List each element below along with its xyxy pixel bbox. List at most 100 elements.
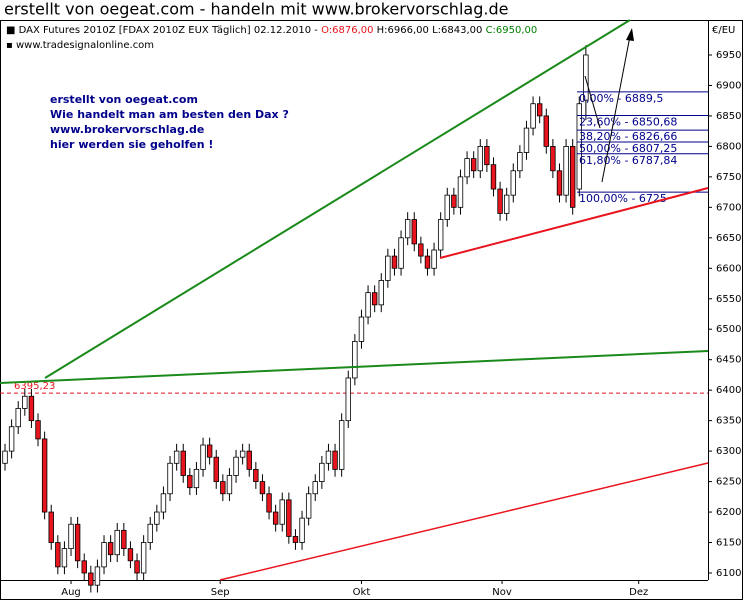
candle-body (398, 237, 404, 269)
candle-body (15, 408, 21, 428)
y-tick-label: 6250 (716, 477, 741, 488)
header-high-low: H:6966,00 L:6843,00 (373, 25, 485, 36)
candle-body (279, 499, 285, 525)
y-tick-label: 6100 (716, 568, 741, 579)
candle-body (431, 249, 437, 269)
candle-body (490, 164, 497, 190)
y-tick-label: 6550 (716, 294, 741, 305)
candle-body (81, 560, 87, 574)
candle-body (8, 426, 15, 452)
candle-body (239, 450, 246, 458)
candle-body (226, 475, 233, 495)
candle-body (470, 158, 477, 172)
plot: 6100 6150 6200 6250 6300 6350 6400 6450 6500 6550… (0, 45, 741, 598)
arrow (601, 35, 631, 183)
candle-body (134, 560, 140, 574)
subtitle-text: www.tradesignalonline.com (16, 40, 154, 51)
candle-body (576, 103, 582, 190)
header-open: O:6876,00 (321, 25, 373, 36)
candle-body (114, 529, 120, 556)
candle-body (48, 511, 54, 543)
candle-body (160, 493, 167, 513)
subtitle: ▪ www.tradesignalonline.com (6, 40, 154, 51)
candle-body (391, 255, 398, 269)
candle-body (2, 450, 8, 464)
candle-body (213, 456, 219, 482)
candle-body (305, 493, 312, 519)
candle-body (61, 548, 68, 568)
candle-body (35, 420, 41, 440)
y-tick-label: 6500 (716, 324, 741, 335)
candle-body (28, 395, 35, 422)
y-tick-label: 6450 (716, 355, 741, 366)
candle-body (272, 511, 279, 525)
chart-title: erstellt von oegeat.com - handeln mit ww… (4, 0, 508, 19)
candle-body (246, 450, 252, 470)
candle-body (88, 572, 94, 586)
y-tick-label: 6900 (716, 80, 741, 91)
candle-body (325, 450, 332, 464)
header: ■ DAX Futures 2010Z [FDAX 2010Z EUX Tägl… (6, 25, 537, 36)
y-unit: €/EU (712, 25, 735, 36)
candle-body (536, 103, 543, 117)
candle-body (543, 115, 549, 147)
candle-body (378, 280, 384, 306)
candle-body (345, 377, 351, 422)
candle-body (338, 420, 345, 470)
candle-body (503, 194, 510, 214)
candle-body (286, 499, 292, 537)
candle-body (121, 529, 127, 550)
candle-body (167, 462, 173, 495)
candle-body (259, 481, 266, 495)
arrow (584, 75, 601, 129)
x-tick-label: Dez (629, 587, 648, 598)
candle-body (563, 145, 569, 196)
candle-body (332, 450, 338, 470)
candle-body (68, 523, 74, 550)
candle-body (220, 481, 226, 495)
candle-body (530, 103, 536, 129)
fib-label: 50,00% - 6807,25 (579, 142, 677, 155)
y-tick-label: 6300 (716, 446, 741, 457)
candle-body (358, 316, 365, 342)
header-close: C:6950,00 (486, 25, 538, 36)
candle-body (444, 194, 450, 220)
candle-body (319, 462, 325, 482)
candle-body (94, 566, 101, 586)
header-instrument: DAX Futures 2010Z [FDAX 2010Z EUX Täglic… (19, 25, 321, 36)
y-tick-label: 6350 (716, 416, 741, 427)
candle-body (569, 145, 576, 208)
y-tick-label: 6150 (716, 538, 741, 549)
candle-body (180, 450, 186, 476)
candle-body (101, 542, 107, 568)
candle-body (477, 145, 483, 172)
fib-label: 38,20% - 6826,66 (579, 130, 677, 143)
candle-body (154, 511, 160, 525)
candle-body (55, 542, 61, 568)
candle-body (147, 523, 153, 543)
annotation: erstellt von oegeat.com Wie handelt man a… (50, 93, 289, 151)
x-tick-label: Aug (61, 587, 81, 598)
y-tick-label: 6850 (716, 111, 741, 122)
candle-body (404, 219, 411, 239)
candle-body (457, 176, 464, 208)
arrow-head (626, 28, 634, 41)
y-tick-label: 6750 (716, 172, 741, 183)
candle-body (193, 468, 200, 489)
fib-label: 23,60% - 6850,68 (579, 116, 677, 129)
candle-body (173, 450, 180, 464)
candle-body (41, 438, 48, 513)
candle-body (365, 292, 371, 318)
fib-label: 100,00% - 6725 (579, 192, 667, 205)
candle-body (233, 456, 239, 476)
candle-body (200, 444, 206, 470)
candle-body (266, 493, 272, 513)
candle-body (451, 194, 457, 208)
y-tick-label: 6800 (716, 141, 741, 152)
candle-body (140, 542, 147, 574)
candle-body (411, 219, 417, 245)
candle-body (418, 243, 424, 257)
fib-label: 0,00% - 6889,5 (579, 92, 663, 105)
candle-body (187, 475, 193, 489)
